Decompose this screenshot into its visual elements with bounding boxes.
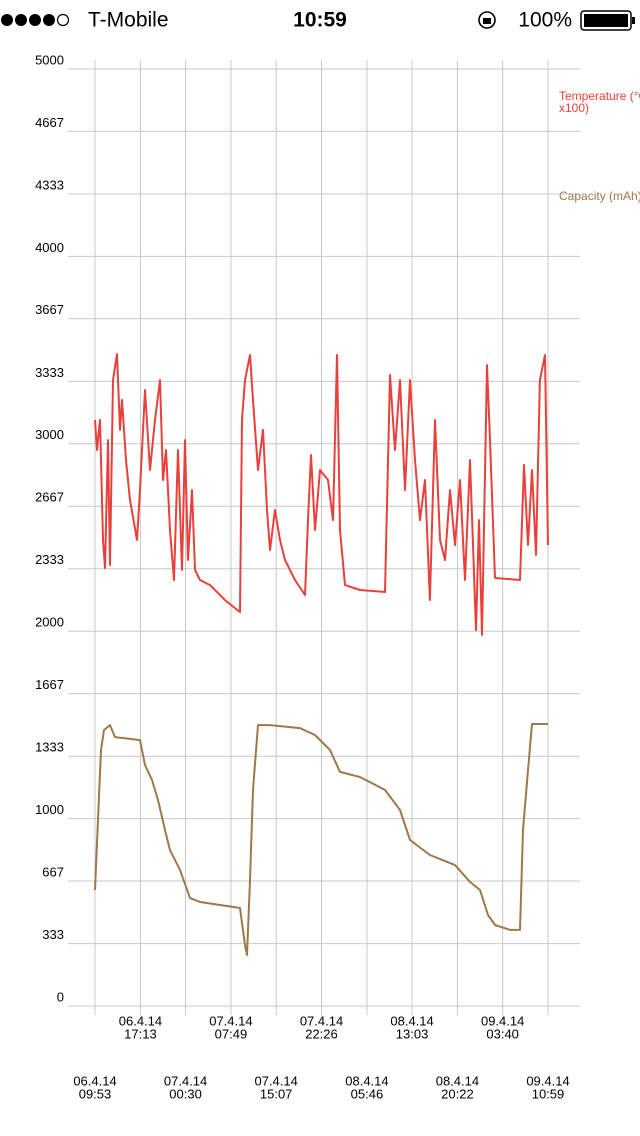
battery-percent: 100% <box>518 9 572 32</box>
y-tick-label: 2000 <box>35 615 64 630</box>
y-tick-label: 4333 <box>35 177 64 192</box>
x-tick-label: 20:22 <box>441 1086 474 1101</box>
battery-level <box>584 14 628 27</box>
rotation-lock <box>478 11 496 29</box>
status-bar: T-Mobile 10:59 100% <box>1 9 635 32</box>
carrier: T-Mobile <box>88 9 169 32</box>
x-tick-label: 00:30 <box>169 1086 202 1101</box>
legend-entry: Capacity (mAh) <box>559 189 640 203</box>
x-tick-label: 06.4.14 <box>119 1013 162 1028</box>
rotation-lock <box>483 18 491 24</box>
y-tick-label: 2667 <box>35 490 64 505</box>
series-line <box>94 723 548 956</box>
y-tick-label: 333 <box>42 927 64 942</box>
x-tick-label: 09.4.14 <box>526 1073 569 1088</box>
x-tick-label: 07.4.14 <box>164 1073 207 1088</box>
y-tick-label: 3667 <box>35 302 64 317</box>
y-tick-label: 3333 <box>35 365 64 380</box>
x-tick-label: 08.4.14 <box>436 1073 479 1088</box>
x-tick-label: 22:26 <box>305 1026 338 1041</box>
y-tick-label: 1000 <box>35 802 64 817</box>
x-tick-label: 07:49 <box>215 1026 248 1041</box>
signal-dot <box>43 14 55 26</box>
signal-dot <box>15 14 27 26</box>
y-tick-label: 1667 <box>35 677 64 692</box>
signal-dot <box>1 14 13 26</box>
y-tick-label: 4667 <box>35 115 64 130</box>
y-tick-label: 4000 <box>35 240 64 255</box>
battery-tip <box>632 17 635 24</box>
y-tick-label: 5000 <box>35 52 64 67</box>
x-tick-label: 03:40 <box>486 1026 519 1041</box>
x-tick-label: 07.4.14 <box>300 1013 343 1028</box>
y-tick-label: 2333 <box>35 552 64 567</box>
x-tick-label: 15:07 <box>260 1086 293 1101</box>
x-tick-label: 09.4.14 <box>481 1013 524 1028</box>
clock: 10:59 <box>293 9 347 32</box>
x-tick-label: 17:13 <box>124 1026 157 1041</box>
y-tick-label: 667 <box>42 864 64 879</box>
signal-dot <box>29 14 41 26</box>
series-line <box>94 353 549 636</box>
battery <box>580 10 632 31</box>
x-tick-label: 13:03 <box>396 1026 429 1041</box>
y-tick-label: 3000 <box>35 427 64 442</box>
x-tick-label: 07.4.14 <box>254 1073 297 1088</box>
legend-entry: Temperature (°C x100) <box>559 89 640 115</box>
signal-dot <box>56 13 70 27</box>
x-tick-label: 08.4.14 <box>345 1073 388 1088</box>
x-tick-label: 06.4.14 <box>73 1073 116 1088</box>
x-tick-label: 08.4.14 <box>390 1013 433 1028</box>
x-tick-label: 09:53 <box>79 1086 112 1101</box>
y-tick-label: 1333 <box>35 740 64 755</box>
x-tick-label: 05:46 <box>351 1086 384 1101</box>
y-tick-label: 0 <box>57 989 64 1004</box>
x-tick-label: 10:59 <box>532 1086 565 1101</box>
x-tick-label: 07.4.14 <box>209 1013 252 1028</box>
